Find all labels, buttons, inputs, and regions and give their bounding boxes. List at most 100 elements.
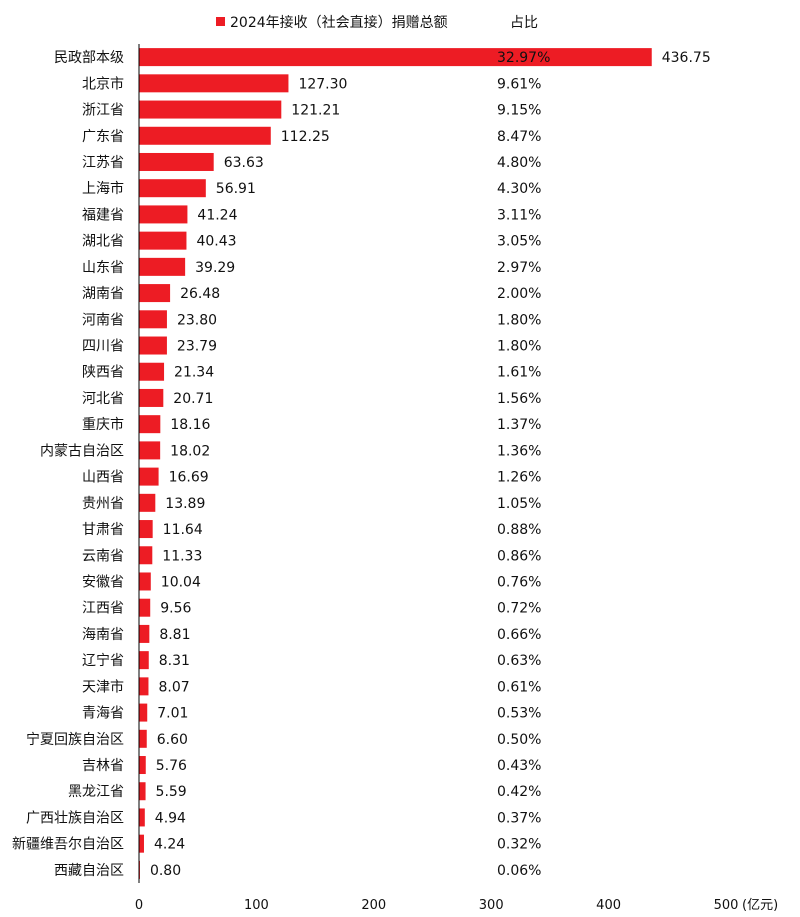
value-label: 121.21 xyxy=(291,103,340,119)
value-label: 18.02 xyxy=(170,443,210,459)
bar-29 xyxy=(139,782,146,801)
x-tick-label: 400 xyxy=(596,898,621,913)
category-label: 山西省 xyxy=(82,470,124,486)
bar-21 xyxy=(139,572,151,591)
value-label: 18.16 xyxy=(170,417,210,433)
category-label: 黑龙江省 xyxy=(68,784,124,800)
category-label: 江苏省 xyxy=(82,155,124,171)
x-tick-label: 300 xyxy=(479,898,504,913)
share-label: 1.37% xyxy=(497,417,541,433)
value-label: 26.48 xyxy=(180,286,220,302)
x-tick-label: 200 xyxy=(361,898,386,913)
value-label: 41.24 xyxy=(197,207,237,223)
value-label: 56.91 xyxy=(216,181,256,197)
bar-31 xyxy=(139,834,144,853)
category-label: 浙江省 xyxy=(82,103,124,119)
value-label: 5.59 xyxy=(156,784,187,800)
x-axis-unit-label: (亿元) xyxy=(742,898,778,913)
value-label: 13.89 xyxy=(165,496,205,512)
bar-15 xyxy=(139,415,161,434)
category-label: 内蒙古自治区 xyxy=(40,443,124,459)
bar-11 xyxy=(139,310,167,329)
category-labels: 民政部本级北京市浙江省广东省江苏省上海市福建省湖北省山东省湖南省河南省四川省陕西… xyxy=(12,50,124,879)
category-label: 上海市 xyxy=(82,180,124,197)
value-label: 4.24 xyxy=(154,837,185,853)
value-label: 6.60 xyxy=(157,732,188,748)
share-label: 2.00% xyxy=(497,286,541,302)
x-tick-label: 500 xyxy=(714,898,739,913)
bar-30 xyxy=(139,808,145,827)
bar-20 xyxy=(139,546,153,565)
value-label: 8.31 xyxy=(159,653,190,669)
bar-12 xyxy=(139,336,167,355)
bar-10 xyxy=(139,284,171,303)
category-label: 北京市 xyxy=(82,75,124,92)
share-label: 1.26% xyxy=(497,470,541,486)
category-label: 青海省 xyxy=(82,706,124,722)
category-label: 福建省 xyxy=(82,207,124,223)
share-label: 9.15% xyxy=(497,103,541,119)
category-label: 贵州省 xyxy=(82,496,124,512)
category-label: 四川省 xyxy=(82,339,124,355)
legend-series-label: 2024年接收（社会直接）捐赠总额 xyxy=(230,14,448,31)
share-label: 0.63% xyxy=(497,653,541,669)
value-label: 127.30 xyxy=(298,76,347,92)
value-label: 39.29 xyxy=(195,260,235,276)
category-label: 广西壮族自治区 xyxy=(26,810,124,826)
category-label: 河北省 xyxy=(82,391,124,407)
category-label: 宁夏回族自治区 xyxy=(26,731,124,748)
share-label: 3.11% xyxy=(497,207,541,223)
share-label: 0.42% xyxy=(497,784,541,800)
category-label: 民政部本级 xyxy=(54,50,124,66)
value-label: 63.63 xyxy=(224,155,264,171)
value-label: 4.94 xyxy=(155,810,186,826)
share-label: 0.32% xyxy=(497,837,541,853)
bar-8 xyxy=(139,231,187,250)
share-label: 1.80% xyxy=(497,339,541,355)
bar-14 xyxy=(139,388,164,407)
share-label: 2.97% xyxy=(497,260,541,276)
share-label: 0.88% xyxy=(497,522,541,538)
bar-26 xyxy=(139,703,148,722)
value-label: 23.80 xyxy=(177,312,217,328)
category-label: 辽宁省 xyxy=(82,652,124,669)
category-label: 陕西省 xyxy=(82,365,124,381)
legend: 2024年接收（社会直接）捐赠总额 占比 xyxy=(216,14,538,31)
share-label: 4.80% xyxy=(497,155,541,171)
share-label: 1.61% xyxy=(497,365,541,381)
bar-19 xyxy=(139,520,153,539)
bar-13 xyxy=(139,362,165,381)
bar-7 xyxy=(139,205,188,224)
share-label: 0.61% xyxy=(497,679,541,695)
bar-25 xyxy=(139,677,149,696)
share-label: 1.05% xyxy=(497,496,541,512)
category-label: 甘肃省 xyxy=(82,522,124,538)
category-label: 安徽省 xyxy=(82,574,124,590)
value-label: 23.79 xyxy=(177,339,217,355)
legend-swatch xyxy=(216,17,225,26)
category-label: 广东省 xyxy=(82,129,124,145)
share-label: 3.05% xyxy=(497,234,541,250)
x-tick-label: 0 xyxy=(135,898,143,913)
share-label: 1.56% xyxy=(497,391,541,407)
share-label: 32.97% xyxy=(497,50,550,66)
bar-28 xyxy=(139,756,146,775)
bar-9 xyxy=(139,257,186,276)
share-label: 0.86% xyxy=(497,548,541,564)
share-label: 0.43% xyxy=(497,758,541,774)
share-label: 0.37% xyxy=(497,810,541,826)
value-label: 11.33 xyxy=(162,548,202,564)
share-label: 0.50% xyxy=(497,732,541,748)
share-label: 1.36% xyxy=(497,443,541,459)
value-label: 9.56 xyxy=(160,601,191,617)
share-label: 0.53% xyxy=(497,706,541,722)
category-label: 海南省 xyxy=(82,627,124,643)
bar-23 xyxy=(139,624,150,643)
share-label: 0.76% xyxy=(497,574,541,590)
bar-1 xyxy=(139,48,652,67)
bar-17 xyxy=(139,467,159,486)
bar-2 xyxy=(139,74,289,93)
value-label: 8.81 xyxy=(159,627,190,643)
bar-6 xyxy=(139,179,206,198)
